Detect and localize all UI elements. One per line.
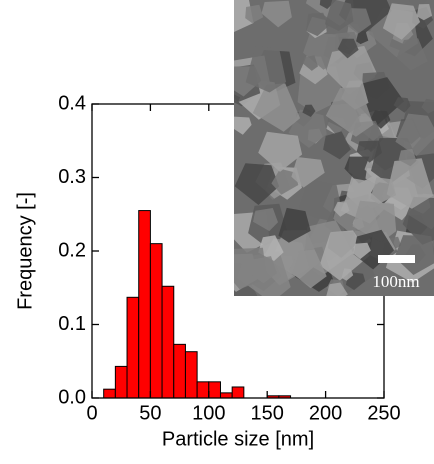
sem-particle [337, 38, 359, 59]
sem-particle [395, 113, 434, 156]
y-tick-label: 0.4 [58, 92, 86, 114]
bar [219, 392, 233, 399]
sem-particle [386, 158, 434, 209]
sem-particle [326, 282, 348, 296]
bar [184, 351, 198, 399]
y-tick-label: 0.2 [58, 239, 86, 261]
sem-particle [421, 98, 434, 114]
sem-particle [353, 242, 371, 260]
sem-particle [382, 3, 421, 40]
sem-particle [258, 235, 284, 261]
x-tick-label: 100 [192, 402, 225, 424]
sem-particle [261, 0, 292, 28]
y-tick-label: 0.3 [58, 166, 86, 188]
sem-particle [356, 30, 369, 45]
sem-particle [271, 168, 299, 195]
bar [126, 296, 140, 399]
sem-particle [333, 201, 350, 217]
bar [196, 381, 210, 399]
sem-particle [291, 157, 325, 188]
sem-particle [288, 249, 327, 289]
sem-particle [323, 131, 351, 160]
x-tick-label: 0 [86, 402, 97, 424]
y-tick-label: 0.1 [58, 313, 86, 335]
x-tick-label: 200 [309, 402, 342, 424]
sem-particle [252, 83, 301, 132]
sem-particle [325, 87, 374, 137]
sem-particle [416, 4, 433, 21]
x-tick-label: 150 [251, 402, 284, 424]
sem-particle [341, 268, 354, 281]
scale-label: 100nm [372, 272, 419, 291]
sem-particle [306, 12, 329, 37]
sem-particle [278, 207, 311, 243]
sem-particle [352, 200, 397, 243]
x-axis-label: Particle size [nm] [162, 428, 314, 450]
sem-particle [356, 140, 382, 163]
sem-particle [253, 208, 278, 232]
bar [208, 381, 221, 399]
bar [103, 388, 116, 399]
sem-particle [298, 178, 341, 222]
sem-particle [324, 0, 354, 31]
bar [149, 243, 163, 399]
bar [138, 210, 151, 399]
sem-particle [234, 163, 280, 205]
x-tick-label: 50 [139, 402, 161, 424]
sem-particle [409, 0, 428, 10]
bar [231, 386, 245, 399]
bar [161, 285, 175, 399]
sem-particle [396, 38, 428, 71]
sem-particle [398, 148, 417, 167]
sem-particle [248, 256, 277, 284]
sem-particle [302, 55, 318, 71]
bar [114, 365, 128, 399]
sem-particle [245, 46, 287, 93]
sem-particle [258, 131, 303, 172]
sem-particle [370, 110, 391, 129]
bar [173, 343, 186, 399]
x-tick-label: 250 [367, 402, 400, 424]
sem-inset: 100nm [234, 0, 434, 296]
sem-particle [393, 97, 411, 113]
sem-particle [234, 116, 252, 135]
sem-particle [302, 104, 316, 117]
sem-particle [370, 177, 397, 205]
scale-bar [378, 255, 415, 263]
y-tick-label: 0.0 [58, 386, 86, 408]
y-axis-label: Frequency [-] [14, 192, 36, 310]
sem-particle [245, 4, 264, 24]
